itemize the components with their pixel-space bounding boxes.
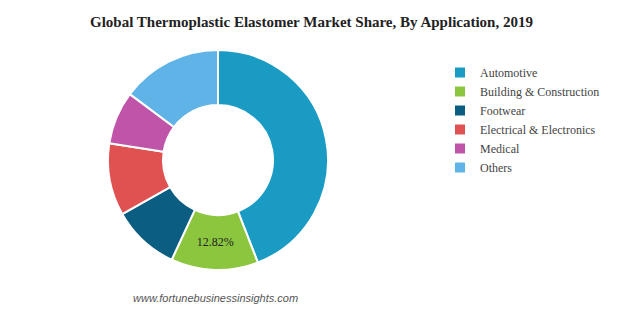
svg-text:Others: Others: [480, 161, 512, 175]
svg-text:Building & Construction: Building & Construction: [480, 85, 599, 99]
svg-text:Electrical & Electronics: Electrical & Electronics: [480, 123, 596, 137]
svg-text:Automotive: Automotive: [480, 66, 537, 80]
svg-text:12.82%: 12.82%: [197, 235, 234, 249]
svg-text:Global Thermoplastic Elastomer: Global Thermoplastic Elastomer Market Sh…: [90, 14, 533, 30]
svg-text:Footwear: Footwear: [480, 104, 525, 118]
svg-text:www.fortunebusinessinsights.co: www.fortunebusinessinsights.com: [133, 292, 298, 304]
svg-text:Medical: Medical: [480, 142, 520, 156]
